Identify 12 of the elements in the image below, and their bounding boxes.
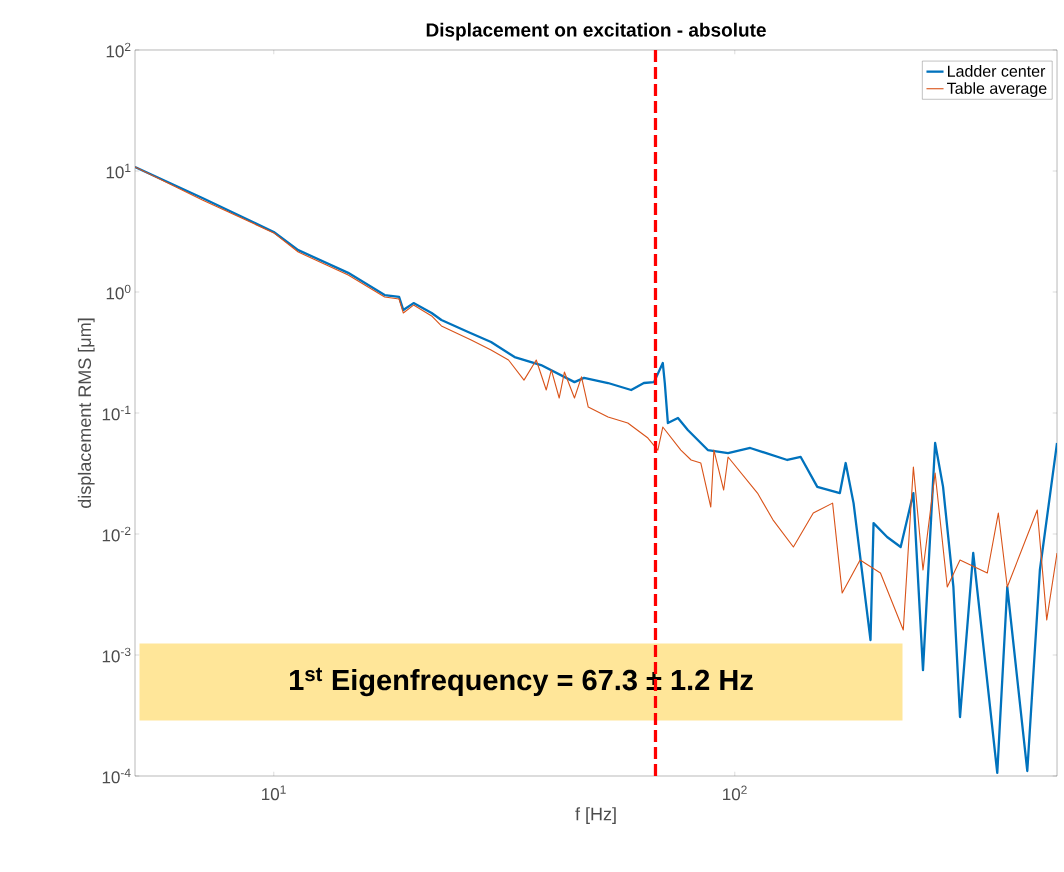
y-axis-title: displacement RMS [μm] (77, 318, 95, 508)
x-axis-title: f [Hz] (575, 807, 616, 824)
y-tick-label: 10$^{-1}$ (102, 405, 131, 421)
chart-title: Displacement on excitation - absolute (426, 22, 766, 41)
legend-label: Ladder center (948, 65, 1046, 77)
y-tick-label: 10$^{1}$ (106, 163, 131, 179)
y-tick-label: 10$^{0}$ (106, 284, 131, 300)
y-tick-label: 10$^{-2}$ (102, 526, 131, 542)
y-tick-label: 10$^{-3}$ (102, 647, 131, 663)
y-tick-label: 10$^{2}$ (106, 42, 131, 58)
y-tick-label: 10$^{-4}$ (102, 768, 131, 784)
legend-label: Table average (947, 82, 1047, 98)
